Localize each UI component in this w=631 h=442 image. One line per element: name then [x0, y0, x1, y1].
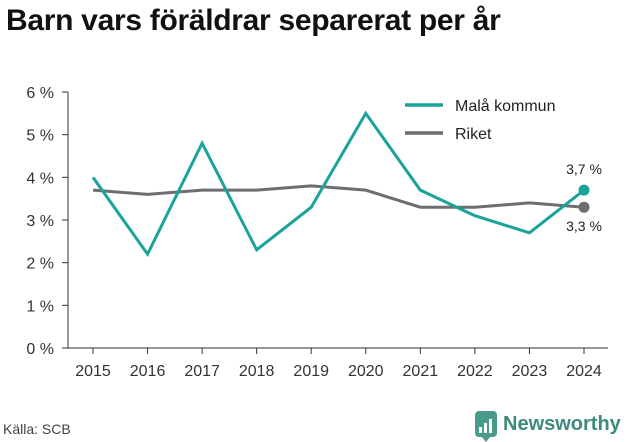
brand-name: Newsworthy	[503, 412, 621, 435]
x-tick-label: 2024	[566, 363, 602, 380]
x-axis: 2015 2016 2017 2018 2019 2020 2021 2022 2023 2024	[68, 347, 608, 380]
x-tick-label: 2017	[184, 363, 220, 380]
y-tick-label: 4 %	[26, 170, 54, 187]
legend-label: Riket	[455, 126, 492, 143]
end-label-riket: 3,3 %	[566, 218, 602, 234]
series-line-mala	[91, 110, 585, 258]
legend: Malå kommun Riket	[398, 88, 594, 152]
x-tick-label: 2020	[348, 363, 384, 380]
y-axis: 0 % 1 % 2 % 3 % 4 % 5 % 6 %	[26, 85, 69, 358]
brand-logo: Newsworthy	[475, 409, 621, 442]
y-tick-label: 6 %	[26, 85, 54, 102]
y-tick-label: 2 %	[26, 256, 54, 273]
series-layer	[91, 110, 590, 258]
legend-background	[398, 88, 594, 152]
series-line-riket	[92, 184, 585, 209]
y-tick-label: 0 %	[26, 341, 54, 358]
x-tick-label: 2019	[293, 363, 329, 380]
end-label-mala: 3,7 %	[566, 161, 602, 177]
source-note: Källa: SCB	[3, 421, 71, 437]
x-tick-label: 2021	[403, 363, 439, 380]
series-end-point	[578, 184, 590, 196]
x-tick-label: 2018	[239, 363, 275, 380]
end-labels: 3,7 % 3,3 %	[566, 161, 602, 234]
x-tick-label: 2015	[75, 363, 111, 380]
legend-label: Malå kommun	[455, 97, 555, 115]
series-end-point	[578, 201, 590, 213]
y-tick-label: 3 %	[26, 213, 54, 230]
y-tick-label: 5 %	[26, 128, 54, 145]
newsworthy-logo-icon	[475, 411, 497, 442]
x-tick-label: 2023	[512, 363, 548, 380]
x-tick-label: 2022	[457, 363, 493, 380]
y-tick-label: 1 %	[26, 298, 54, 315]
x-tick-label: 2016	[130, 363, 166, 380]
chart-title: Barn vars föräldrar separerat per år	[6, 4, 501, 37]
